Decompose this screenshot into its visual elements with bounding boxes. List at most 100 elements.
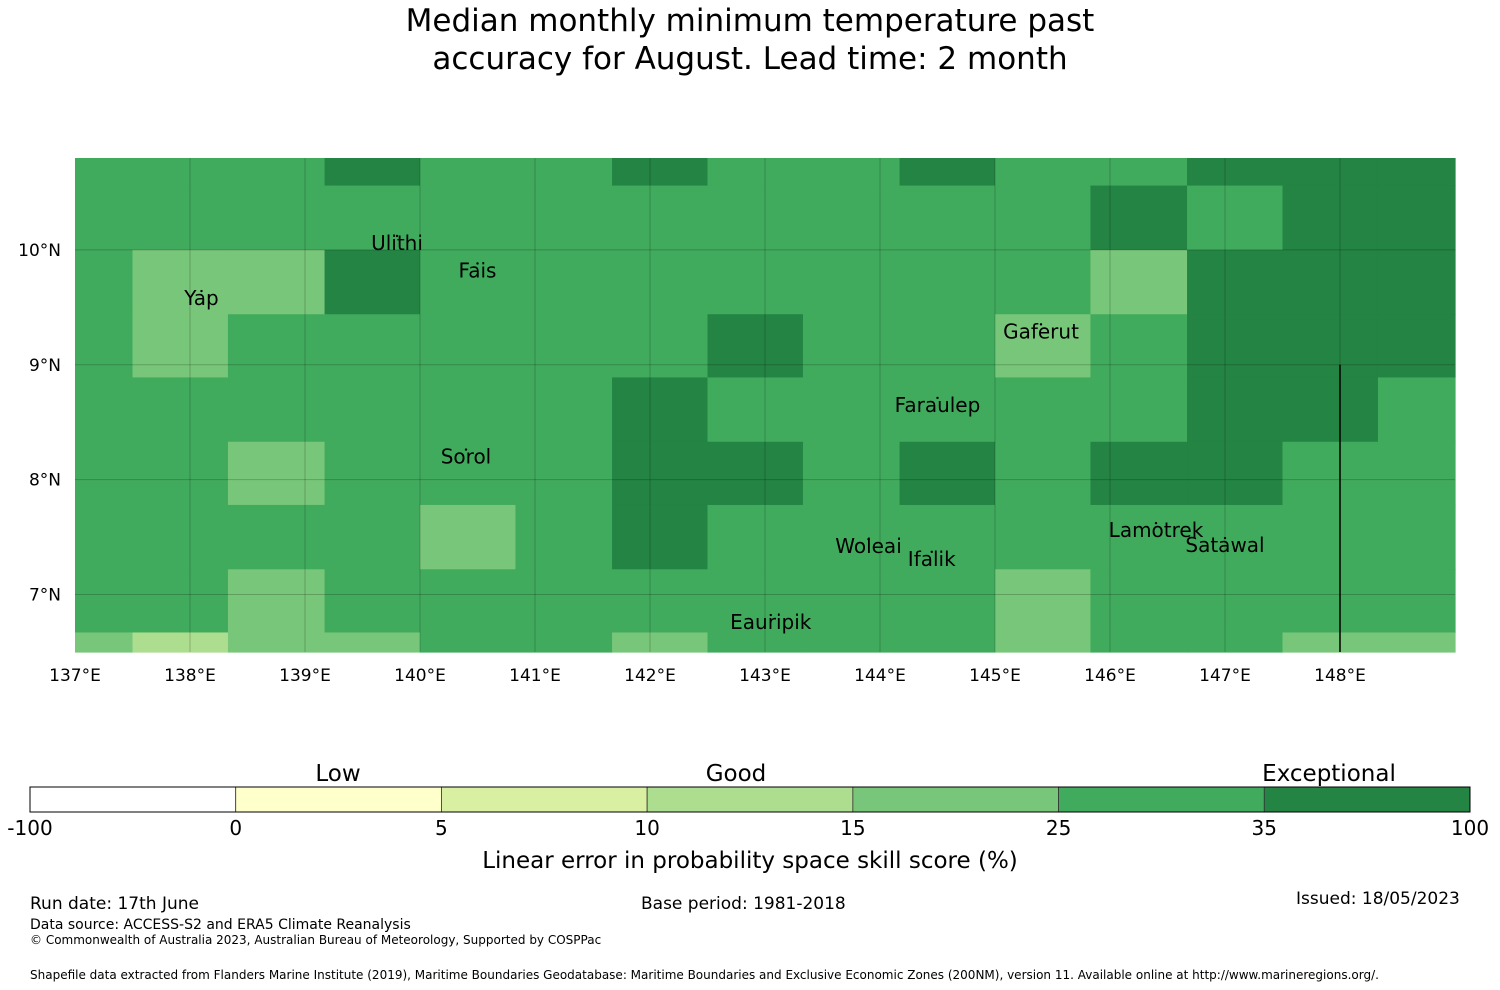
grid-cell <box>1090 632 1188 653</box>
grid-cell <box>75 249 134 315</box>
grid-cell <box>515 441 613 506</box>
colorbar-tick-label: 0 <box>229 816 242 840</box>
island-label: Fais <box>459 258 497 282</box>
grid-cell <box>132 377 229 443</box>
colorbar-frame <box>29 786 1471 813</box>
island-dot <box>1039 323 1043 326</box>
grid-cell <box>995 569 1092 634</box>
grid-cell <box>995 504 1092 570</box>
grid-cell <box>612 314 709 379</box>
lat-tick-label: 7°N <box>29 586 61 606</box>
grid-cell <box>1377 377 1456 443</box>
grid-cell <box>1187 185 1284 251</box>
grid-cell <box>75 185 134 251</box>
grid-cell <box>1282 504 1379 570</box>
grid-cell <box>1090 314 1188 379</box>
island-label: Yap <box>183 286 218 310</box>
grid-cell <box>1187 314 1284 379</box>
island-dot <box>936 396 939 400</box>
longitude-ticks: 137°E 138°E 139°E 140°E 141°E 142°E 143°E 144°E… <box>49 666 1366 686</box>
lon-tick-label: 140°E <box>394 666 446 686</box>
grid-cell <box>1282 377 1379 443</box>
colorbar-segment <box>1058 786 1265 813</box>
lat-tick-label: 10°N <box>18 241 61 261</box>
lon-tick-label: 137°E <box>49 666 101 686</box>
grid-cell <box>75 569 134 634</box>
grid-cell <box>612 441 709 506</box>
grid-cell <box>1090 185 1188 251</box>
grid-cell <box>707 504 804 570</box>
lon-tick-label: 148°E <box>1314 666 1366 686</box>
legend-category: Good <box>706 761 767 787</box>
colorbar-tick-label: -100 <box>7 816 52 840</box>
colorbar-tick-label: 25 <box>1046 816 1071 840</box>
island-dot <box>395 234 399 238</box>
grid-cell <box>1187 632 1284 653</box>
island-label: Lamotrek <box>1109 518 1204 542</box>
grid-cell <box>1187 377 1284 443</box>
island-dot <box>769 613 772 617</box>
grid-cell <box>1377 441 1456 506</box>
grid-cell <box>324 569 421 634</box>
grid-cell <box>802 632 901 653</box>
lon-tick-label: 146°E <box>1084 666 1136 686</box>
grid-cell <box>995 314 1092 379</box>
grid-cell <box>515 377 613 443</box>
grid-cell <box>227 377 326 443</box>
issued-date: Issued: 18/05/2023 <box>1296 889 1460 909</box>
island-label: Gaferut <box>1003 319 1079 343</box>
island-dot <box>930 550 933 554</box>
grid-cell <box>227 249 326 315</box>
lat-tick-label: 9°N <box>29 356 61 376</box>
lon-tick-label: 144°E <box>854 666 906 686</box>
grid-cell <box>75 504 134 570</box>
grid-cell <box>75 158 134 187</box>
colorbar-tick-label: 15 <box>840 816 865 840</box>
grid-cell <box>1282 441 1379 506</box>
lon-tick-label: 138°E <box>164 666 216 686</box>
grid-cell <box>612 569 709 634</box>
grid-cell <box>899 504 996 570</box>
island-label: Woleai <box>835 534 902 558</box>
grid-cell <box>707 569 804 634</box>
grid-cell <box>324 158 421 187</box>
grid-cell <box>995 185 1092 251</box>
grid-cell <box>1187 569 1284 634</box>
grid-cell <box>227 504 326 570</box>
grid-cell <box>899 185 996 251</box>
island-dot <box>1223 536 1227 540</box>
grid-cell <box>324 441 421 506</box>
grid-cell <box>707 158 804 187</box>
grid-cell <box>707 441 804 506</box>
colorbar-segment <box>646 786 854 813</box>
grid-cell <box>324 249 421 315</box>
grid-cell <box>802 185 901 251</box>
grid-cell <box>227 185 326 251</box>
grid-cell <box>995 632 1092 653</box>
grid-cell <box>1187 441 1284 506</box>
grid-cell <box>515 249 613 315</box>
grid-cell <box>899 441 996 506</box>
grid-cell <box>420 314 517 379</box>
grid-cell <box>75 377 134 443</box>
grid-cell <box>899 377 996 443</box>
grid-cell <box>707 314 804 379</box>
island-dot <box>200 289 203 293</box>
grid-cell <box>227 569 326 634</box>
grid-cell <box>420 158 517 187</box>
grid-cell <box>995 249 1092 315</box>
grid-cell <box>324 504 421 570</box>
map-title: Median monthly minimum temperature past … <box>0 2 1500 78</box>
grid-cell <box>707 377 804 443</box>
island-dot <box>476 262 479 265</box>
island-label: Satawal <box>1185 533 1264 557</box>
colorbar-segment <box>441 786 648 813</box>
grid-cell <box>612 504 709 570</box>
island-dot <box>464 448 468 451</box>
colorbar-segment <box>852 786 1059 813</box>
grid-cell <box>802 249 901 315</box>
grid-cell <box>995 441 1092 506</box>
island-label: Ifalik <box>908 547 956 571</box>
run-date: Run date: 17th June <box>30 894 199 914</box>
